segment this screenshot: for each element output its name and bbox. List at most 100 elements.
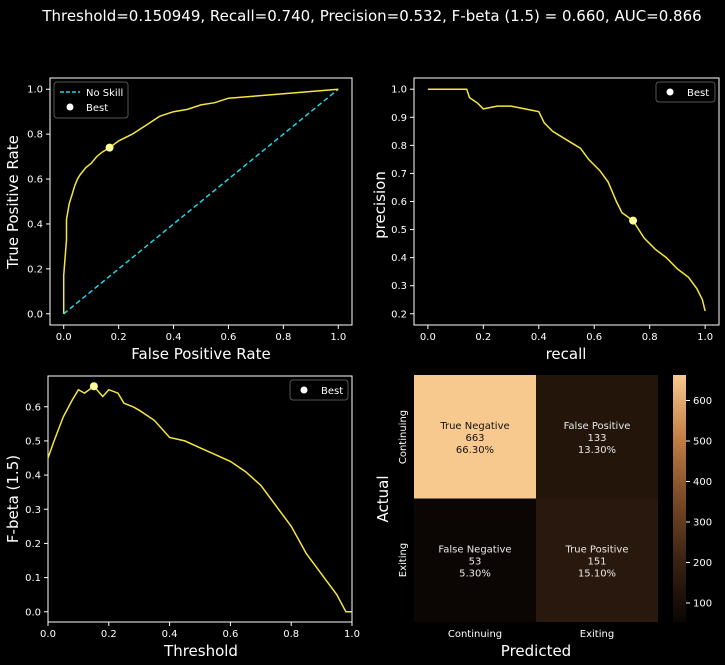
cm-cell-true-positive-count: 151 (587, 556, 606, 567)
colorbar-tick-label: 600 (693, 396, 712, 407)
pr-y-tick-label: 0.6 (391, 197, 407, 208)
roc-y-ticks: 0.0 0.2 0.4 0.6 0.8 1.0 (27, 85, 50, 320)
colorbar-tick-label: 300 (693, 517, 712, 528)
pr-y-tick-label: 0.5 (391, 225, 407, 236)
roc-x-tick-label: 0.2 (111, 332, 127, 343)
pr-x-tick-label: 0.6 (586, 332, 602, 343)
fbeta-y-tick-label: 0.5 (25, 436, 41, 447)
roc-x-tick-label: 0.0 (56, 332, 72, 343)
cm-cell-false-negative (414, 498, 536, 622)
fbeta-x-tick-label: 0.6 (222, 629, 238, 640)
roc-x-tick-label: 0.6 (221, 332, 237, 343)
roc-panel: 0.0 0.2 0.4 0.6 0.8 1.0 0.0 0.2 0.4 0.6 0.8 1.0 Fa… (4, 77, 353, 363)
cm-y-tick-exiting: Exiting (398, 543, 409, 577)
cm-cell-false-negative-percent: 5.30% (459, 568, 491, 579)
fbeta-series (47, 382, 352, 613)
cm-cell-true-negative (414, 375, 536, 499)
pr-x-ticks: 0.0 0.2 0.4 0.6 0.8 1.0 (420, 325, 713, 343)
pr-x-tick-label: 0.0 (420, 332, 436, 343)
cm-x-label: Predicted (501, 642, 571, 660)
pr-legend-best-marker (666, 88, 674, 96)
fbeta-x-label: Threshold (163, 642, 238, 660)
cm-cell-true-positive-label: True Positive (565, 544, 629, 555)
fbeta-legend-best-label: Best (321, 386, 343, 397)
fbeta-y-tick-label: 0.2 (25, 539, 41, 550)
cm-cell-true-negative-percent: 66.30% (456, 445, 494, 456)
colorbar (673, 375, 686, 622)
pr-y-tick-label: 0.7 (391, 169, 407, 180)
colorbar-tick-label: 500 (693, 437, 712, 448)
pr-y-tick-label: 1.0 (391, 85, 407, 96)
fbeta-x-tick-label: 1.0 (344, 629, 360, 640)
pr-legend: Best (655, 81, 716, 103)
pr-y-tick-label: 0.3 (391, 281, 407, 292)
pr-x-tick-label: 0.4 (531, 332, 547, 343)
cm-cell-false-positive (536, 375, 658, 499)
roc-x-label: False Positive Rate (131, 345, 270, 363)
fbeta-x-tick-label: 0.0 (40, 629, 56, 640)
fbeta-legend: Best (289, 379, 349, 401)
cm-x-tick-exiting: Exiting (580, 629, 614, 640)
cm-cell-false-negative-count: 53 (469, 556, 482, 567)
roc-legend-no-skill-label: No Skill (86, 88, 123, 99)
roc-legend: No Skill Best (53, 81, 129, 119)
pr-series (427, 88, 706, 312)
fbeta-legend-box (289, 379, 349, 401)
fbeta-y-tick-label: 0.4 (25, 471, 41, 482)
pr-legend-box (655, 81, 716, 103)
pr-panel: 0.0 0.2 0.4 0.6 0.8 1.0 0.2 0.3 0.4 0.5 0.6 0.7 0.8… (371, 77, 720, 363)
colorbar-tick-label: 400 (693, 477, 712, 488)
roc-y-tick-label: 0.8 (27, 130, 43, 141)
fbeta-x-tick-label: 0.2 (101, 629, 117, 640)
cm-y-tick-continuing: Continuing (398, 410, 409, 464)
pr-y-ticks: 0.2 0.3 0.4 0.5 0.6 0.7 0.8 0.9 1.0 (391, 85, 414, 320)
roc-y-tick-label: 1.0 (27, 85, 43, 96)
cm-cell-false-positive-percent: 13.30% (578, 445, 616, 456)
pr-axes-frame (413, 77, 720, 326)
fbeta-x-tick-label: 0.8 (283, 629, 299, 640)
pr-y-label: precision (371, 171, 389, 239)
colorbar-tick-label: 100 (693, 598, 712, 609)
cm-cell-false-positive-label: False Positive (564, 421, 631, 432)
fbeta-y-tick-label: 0.6 (25, 402, 41, 413)
roc-x-tick-label: 1.0 (330, 332, 346, 343)
fbeta-series-f-beta (47, 385, 352, 613)
fbeta-panel: 0.0 0.2 0.4 0.6 0.8 1.0 0.0 0.1 0.2 0.3 0.4 0.5 0.6… (4, 375, 360, 660)
cm-cell-false-positive-count: 133 (587, 433, 606, 444)
pr-y-tick-label: 0.9 (391, 113, 407, 124)
pr-x-tick-label: 0.2 (475, 332, 491, 343)
fbeta-axes-frame (47, 375, 353, 623)
fbeta-x-ticks: 0.0 0.2 0.4 0.6 0.8 1.0 (40, 622, 360, 640)
fbeta-y-ticks: 0.0 0.1 0.2 0.3 0.4 0.5 0.6 (25, 402, 48, 618)
roc-y-tick-label: 0.0 (27, 309, 43, 320)
roc-y-tick-label: 0.2 (27, 264, 43, 275)
pr-legend-best-label: Best (687, 88, 709, 99)
figure-title: Threshold=0.150949, Recall=0.740, Precis… (41, 7, 701, 25)
fbeta-x-tick-label: 0.4 (162, 629, 178, 640)
roc-best-point (105, 143, 114, 152)
roc-x-tick-label: 0.4 (166, 332, 182, 343)
pr-series-pr (427, 88, 706, 312)
fbeta-best-point (89, 382, 98, 391)
fbeta-y-tick-label: 0.3 (25, 505, 41, 516)
cm-cell-true-positive-percent: 15.10% (578, 568, 616, 579)
cm-y-label: Actual (374, 476, 392, 523)
roc-legend-best-label: Best (86, 103, 108, 114)
pr-x-tick-label: 0.8 (642, 332, 658, 343)
pr-y-tick-label: 0.8 (391, 141, 407, 152)
roc-series (62, 88, 339, 315)
pr-y-tick-label: 0.4 (391, 253, 407, 264)
roc-series-no-skill (63, 88, 339, 315)
fbeta-y-tick-label: 0.0 (25, 607, 41, 618)
colorbar-tick-label: 200 (693, 558, 712, 569)
roc-y-tick-label: 0.6 (27, 175, 43, 186)
fbeta-y-tick-label: 0.1 (25, 573, 41, 584)
fbeta-y-label: F-beta (1.5) (4, 455, 22, 543)
fbeta-legend-best-marker (300, 386, 308, 394)
pr-x-label: recall (546, 345, 587, 363)
roc-y-label: True Positive Rate (4, 135, 22, 270)
cm-cell-false-negative-label: False Negative (438, 544, 511, 555)
